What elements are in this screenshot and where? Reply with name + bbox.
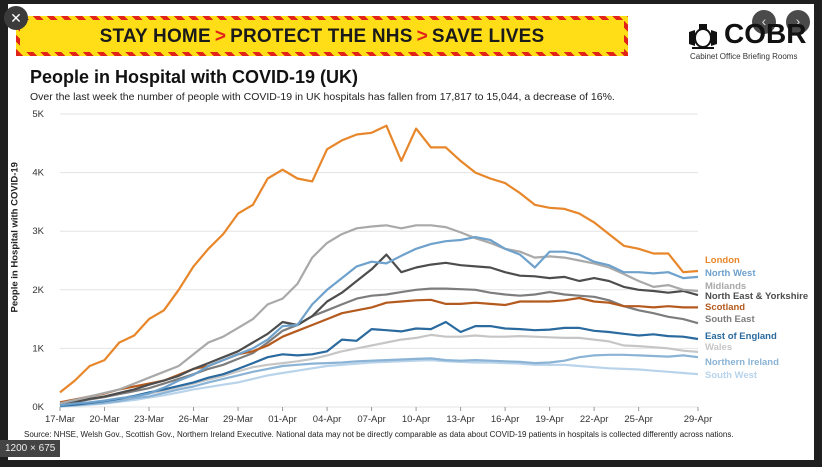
legend-label-north-west: North West [705,268,756,279]
x-tick-label: 07-Apr [357,414,386,425]
next-image-button[interactable]: › [786,10,810,34]
x-tick-label: 29-Mar [223,414,253,425]
cobr-logo-text: COBR [724,18,807,49]
close-icon[interactable]: ✕ [4,6,28,30]
banner-stay-home: STAY HOME [99,26,211,47]
legend-label-north-east-yorkshire: North East & Yorkshire [705,291,808,302]
series-line-north-west [59,236,699,407]
x-tick-label: 23-Mar [134,414,164,425]
legend-label-scotland: Scotland [705,302,745,313]
prev-image-button[interactable]: ‹ [752,10,776,34]
x-tick-label: 04-Apr [313,414,342,425]
y-tick-label: 3K [32,226,44,237]
banner-slogan: STAY HOME > PROTECT THE NHS > SAVE LIVES [20,26,624,48]
series-line-east-of-england [59,320,699,407]
x-tick-label: 01-Apr [268,414,297,425]
stay-home-banner: STAY HOME > PROTECT THE NHS > SAVE LIVES [16,16,628,56]
legend-label-london: London [705,255,740,266]
series-line-midlands [59,224,699,405]
legend-label-east-of-england: East of England [705,331,777,342]
x-tick-label: 17-Mar [45,414,75,425]
y-tick-label: 4K [32,168,44,179]
y-tick-label: 0K [32,402,44,413]
chart-subtitle: Over the last week the number of people … [30,91,615,103]
cobr-logo-subtitle: Cabinet Office Briefing Rooms [690,52,798,61]
x-tick-label: 22-Apr [580,414,609,425]
x-tick-label: 10-Apr [402,414,431,425]
banner-protect-nhs: PROTECT THE NHS [230,26,413,47]
banner-save-lives: SAVE LIVES [431,26,545,47]
legend-label-wales: Wales [705,342,732,353]
chart-title: People in Hospital with COVID-19 (UK) [30,67,359,87]
banner-separator-1: > [214,26,227,47]
y-tick-label: 5K [32,109,44,120]
x-tick-label: 25-Apr [624,414,653,425]
source-note: Source: NHSE, Welsh Gov., Scottish Gov.,… [24,430,734,439]
royal-crest-icon [689,24,717,49]
x-tick-label: 26-Mar [178,414,208,425]
banner-separator-2: > [416,26,428,47]
series-line-wales [59,333,699,407]
x-tick-label: 16-Apr [491,414,520,425]
x-tick-label: 20-Mar [89,414,119,425]
series-line-south-east [59,287,699,406]
x-tick-label: 13-Apr [446,414,475,425]
series-line-south-west [59,359,699,408]
legend-label-northern-ireland: Northern Ireland [705,357,779,368]
series-line-northern-ireland [59,353,699,408]
y-tick-label: 1K [32,343,44,354]
legend-label-south-west: South West [705,370,758,381]
legend-label-midlands: Midlands [705,281,746,292]
y-tick-label: 2K [32,285,44,296]
image-size-badge: 1200 × 675 [0,440,61,457]
x-tick-label: 29-Apr [684,414,713,425]
x-tick-label: 19-Apr [535,414,564,425]
legend-label-south-east: South East [705,314,755,325]
series-line-london [59,124,699,394]
